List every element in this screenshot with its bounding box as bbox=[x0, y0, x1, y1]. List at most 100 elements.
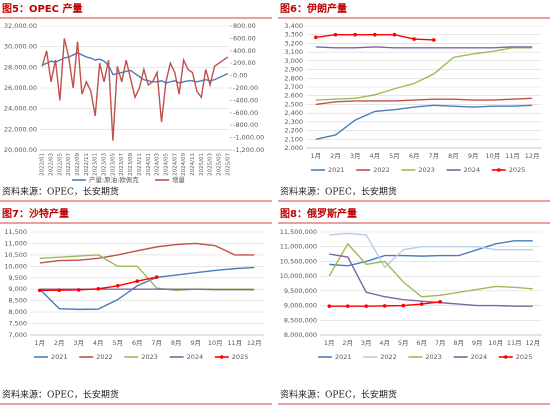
y-tick-label: 2,400 bbox=[284, 109, 303, 117]
y-tick-label: 28,000.00 bbox=[4, 63, 37, 71]
x-tick-label: 2023/01 bbox=[93, 153, 99, 176]
y-tick-label: 32,000.00 bbox=[4, 22, 37, 30]
y2-tick-label: 400.00 bbox=[233, 47, 256, 55]
y-tick-label: 8,500 bbox=[8, 297, 27, 305]
y-tick-label: 3,100 bbox=[284, 48, 303, 56]
legend-label: 2024 bbox=[187, 353, 204, 361]
y-tick-label: 3,300 bbox=[284, 31, 303, 39]
x-tick-label: 1月 bbox=[324, 339, 335, 347]
point-marker bbox=[37, 288, 42, 293]
x-tick-label: 10月 bbox=[488, 339, 503, 347]
legend-label: 2022 bbox=[96, 353, 113, 361]
y-tick-label: 2,500 bbox=[284, 100, 303, 108]
y-tick-label: 10,000,000 bbox=[280, 272, 317, 280]
y-tick-label: 3,200 bbox=[284, 39, 303, 47]
y-tick-label: 30,000.00 bbox=[4, 43, 37, 51]
y-tick-label: 8,000 bbox=[8, 308, 27, 316]
y2-tick-label: 0.00 bbox=[233, 72, 247, 80]
y-tick-label: 20,000.00 bbox=[4, 146, 37, 154]
series-line bbox=[315, 47, 533, 101]
legend-label: 增量 bbox=[172, 175, 186, 184]
point-marker bbox=[364, 304, 369, 308]
x-tick-label: 10月 bbox=[208, 339, 223, 347]
point-marker bbox=[314, 35, 318, 40]
x-tick-label: 2024/11 bbox=[190, 153, 196, 176]
y-tick-label: 3,400 bbox=[284, 22, 303, 30]
chart-title: 图8：俄罗斯产量 bbox=[280, 207, 357, 220]
x-tick-label: 2025/05 bbox=[216, 153, 222, 176]
x-tick-label: 1月 bbox=[311, 152, 322, 160]
x-tick-label: 12月 bbox=[525, 152, 540, 160]
x-tick-label: 8月 bbox=[448, 152, 459, 160]
y-tick-label: 9,000,000 bbox=[284, 302, 317, 310]
x-tick-label: 4月 bbox=[93, 339, 104, 347]
point-marker bbox=[327, 304, 332, 308]
source: 资料来源：OPEC，长安期货 bbox=[280, 186, 397, 198]
y-tick-label: 10,500 bbox=[4, 251, 27, 259]
series-line bbox=[315, 104, 533, 140]
legend-label: 2022 bbox=[373, 166, 390, 174]
point-marker bbox=[412, 37, 416, 41]
y-tick-label: 11,000 bbox=[4, 239, 27, 247]
x-tick-label: 11月 bbox=[227, 339, 242, 347]
x-tick-label: 9月 bbox=[468, 152, 479, 160]
x-tick-label: 3月 bbox=[361, 339, 372, 347]
y2-tick-label: 200.00 bbox=[233, 59, 256, 67]
x-tick-label: 6月 bbox=[416, 339, 427, 347]
legend-label: 2023 bbox=[141, 353, 158, 361]
point-marker bbox=[432, 38, 436, 42]
x-tick-label: 2月 bbox=[54, 339, 65, 347]
x-tick-label: 2月 bbox=[342, 339, 353, 347]
point-marker bbox=[345, 304, 350, 308]
x-tick-label: 5月 bbox=[389, 152, 400, 160]
legend-marker bbox=[220, 355, 224, 359]
series-line bbox=[329, 253, 533, 307]
legend-marker bbox=[504, 355, 508, 359]
y2-tick-label: -200.00 bbox=[233, 84, 258, 92]
x-tick-label: 2022/09 bbox=[75, 153, 81, 176]
x-tick-label: 2023/05 bbox=[110, 153, 116, 176]
x-tick-label: 4月 bbox=[370, 152, 381, 160]
x-tick-label: 8月 bbox=[171, 339, 182, 347]
x-tick-label: 3月 bbox=[73, 339, 84, 347]
y-tick-label: 2,100 bbox=[284, 135, 303, 143]
y-tick-label: 2,000 bbox=[284, 144, 303, 152]
point-marker bbox=[333, 32, 338, 37]
y2-tick-label: -600.00 bbox=[233, 109, 258, 117]
y2-tick-label: 600.00 bbox=[233, 34, 256, 42]
x-tick-label: 3月 bbox=[350, 152, 361, 160]
x-tick-label: 2025/07 bbox=[225, 153, 231, 176]
y2-tick-label: -400.00 bbox=[233, 96, 258, 104]
series-line bbox=[315, 46, 533, 49]
point-marker bbox=[154, 275, 159, 279]
y2-tick-label: -1,200.00 bbox=[233, 146, 264, 154]
legend-label: 2024 bbox=[464, 166, 481, 174]
x-tick-label: 2023/09 bbox=[128, 153, 134, 176]
x-tick-label: 7月 bbox=[151, 339, 162, 347]
y-tick-label: 2,800 bbox=[284, 74, 303, 82]
y-tick-label: 2,700 bbox=[284, 83, 303, 91]
x-tick-label: 6月 bbox=[132, 339, 143, 347]
x-tick-label: 10月 bbox=[485, 152, 500, 160]
y-tick-label: 11,500,000 bbox=[280, 228, 317, 236]
point-marker bbox=[401, 303, 406, 308]
legend-label: 2021 bbox=[335, 353, 352, 361]
x-tick-label: 2024/09 bbox=[181, 153, 187, 176]
y-tick-label: 9,000 bbox=[8, 285, 27, 293]
source: 资料来源：OPEC，长安期货 bbox=[2, 389, 119, 401]
legend-label: 2021 bbox=[328, 166, 345, 174]
x-tick-label: 2022/03 bbox=[49, 153, 55, 176]
x-tick-label: 5月 bbox=[398, 339, 409, 347]
point-marker bbox=[57, 288, 62, 292]
x-tick-label: 2022/05 bbox=[57, 153, 63, 176]
series-line bbox=[329, 232, 533, 269]
legend-label: 2023 bbox=[425, 353, 442, 361]
y-tick-label: 11,000,000 bbox=[280, 243, 317, 251]
x-tick-label: 7月 bbox=[435, 339, 446, 347]
y2-tick-label: -800.00 bbox=[233, 121, 258, 129]
series-line bbox=[329, 240, 533, 267]
legend-marker bbox=[497, 168, 501, 172]
point-marker bbox=[392, 32, 397, 37]
y-tick-label: 9,500,000 bbox=[284, 287, 317, 295]
